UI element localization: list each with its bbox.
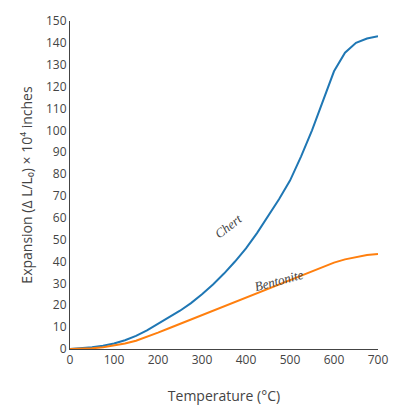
svg-text:700: 700 <box>368 351 389 368</box>
svg-text:400: 400 <box>236 351 257 368</box>
svg-text:40: 40 <box>53 253 67 270</box>
svg-text:110: 110 <box>46 100 67 117</box>
svg-text:Temperature (°C): Temperature (°C) <box>168 386 280 405</box>
svg-text:300: 300 <box>192 351 213 368</box>
svg-text:150: 150 <box>46 12 67 29</box>
svg-text:Chert: Chert <box>212 211 245 241</box>
svg-text:600: 600 <box>324 351 345 368</box>
svg-text:Expansion (Δ L/L₀) × 10⁴ inche: Expansion (Δ L/L₀) × 10⁴ inches <box>17 86 36 284</box>
svg-text:200: 200 <box>148 351 169 368</box>
svg-text:90: 90 <box>53 143 67 160</box>
svg-text:120: 120 <box>46 78 67 95</box>
svg-text:30: 30 <box>53 275 67 292</box>
svg-text:0: 0 <box>60 340 67 357</box>
svg-text:500: 500 <box>280 351 301 368</box>
svg-text:60: 60 <box>53 209 67 226</box>
svg-text:80: 80 <box>53 165 67 182</box>
svg-text:140: 140 <box>46 34 67 51</box>
svg-text:20: 20 <box>53 296 67 313</box>
svg-text:10: 10 <box>53 318 67 335</box>
svg-text:50: 50 <box>53 231 67 248</box>
svg-text:Bentonite: Bentonite <box>253 267 305 294</box>
svg-text:70: 70 <box>53 187 67 204</box>
svg-text:130: 130 <box>46 56 67 73</box>
svg-text:100: 100 <box>104 351 125 368</box>
svg-text:100: 100 <box>46 122 67 139</box>
svg-text:0: 0 <box>67 351 74 368</box>
